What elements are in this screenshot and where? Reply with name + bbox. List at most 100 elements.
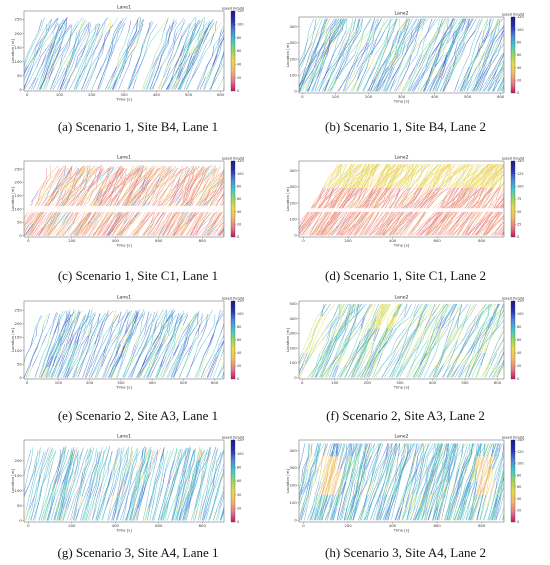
trajectory-segment: [364, 211, 374, 224]
trajectory-segment: [436, 18, 447, 31]
y-tick-label: 400: [290, 24, 298, 29]
trajectory-segment: [145, 179, 155, 192]
trajectory-segment: [71, 179, 77, 192]
trajectory-segment: [95, 190, 103, 203]
trajectory-segment: [322, 211, 337, 224]
trajectory-segment: [81, 224, 89, 236]
trajectory-segment: [315, 42, 318, 56]
trajectory-segment: [112, 224, 121, 236]
trajectory-segment: [413, 223, 424, 236]
trajectory-segment: [108, 212, 119, 225]
trajectory-segment: [174, 56, 181, 68]
trajectory-segment: [27, 224, 35, 236]
trajectory-segment: [197, 20, 203, 33]
trajectory-segment: [95, 213, 106, 225]
trajectory-segment: [93, 224, 104, 236]
trajectory-segment: [333, 187, 342, 200]
trajectory-segment: [124, 166, 138, 179]
trajectory-segment: [443, 187, 451, 200]
trajectory-segment: [446, 164, 451, 177]
trajectory-segment: [179, 29, 187, 42]
trajectory-segment: [464, 18, 473, 31]
trajectory-segment: [161, 55, 169, 68]
trajectory-segment: [399, 175, 410, 189]
trajectory-segment: [72, 213, 83, 225]
trajectory-segment: [28, 77, 36, 90]
trajectory-segment: [372, 79, 378, 92]
trajectory-segment: [95, 57, 99, 69]
trajectory-segment: [37, 191, 44, 203]
trajectory-segment: [205, 65, 213, 78]
trajectory-segment: [112, 77, 119, 90]
trajectory-segment: [365, 42, 369, 56]
trajectory-segment: [141, 212, 150, 225]
trajectory-segment: [356, 18, 361, 31]
trajectory-segment: [186, 212, 197, 225]
trajectory-segment: [110, 212, 119, 225]
trajectory-segment: [193, 190, 204, 203]
trajectory-segment: [78, 189, 88, 202]
trajectory-segment: [326, 42, 334, 56]
trajectory-segment: [96, 189, 107, 202]
trajectory-segment: [75, 44, 82, 56]
trajectory-segment: [57, 179, 67, 191]
trajectory-segment: [367, 211, 375, 224]
trajectory-segment: [501, 85, 504, 92]
trajectory-segment: [504, 55, 509, 67]
trajectory-segment: [152, 77, 158, 90]
trajectory-segment: [414, 67, 422, 80]
trajectory-segment: [333, 211, 341, 224]
trajectory-segment: [64, 65, 68, 78]
trajectory-segment: [26, 54, 33, 67]
trajectory-segment: [155, 366, 161, 378]
trajectory-segment: [356, 175, 371, 189]
trajectory-segment: [167, 30, 171, 43]
trajectory-segment: [384, 54, 390, 68]
trajectory-segment: [330, 30, 339, 44]
trajectory-segment: [335, 187, 343, 200]
trajectory-segment: [213, 34, 223, 46]
trajectory-segment: [221, 25, 224, 31]
trajectory-segment: [484, 164, 494, 177]
trajectory-segment: [146, 164, 154, 177]
trajectory-segment: [66, 189, 73, 202]
trajectory-segment: [439, 223, 450, 236]
trajectory-segment: [209, 65, 215, 78]
trajectory-segment: [208, 356, 215, 368]
trajectory-segment: [410, 42, 421, 56]
trajectory-segment: [472, 30, 479, 43]
trajectory-segment: [486, 79, 494, 92]
trajectory-segment: [128, 213, 137, 225]
trajectory-segment: [86, 45, 92, 57]
trajectory-segment: [94, 224, 101, 236]
trajectory-segment: [64, 56, 72, 69]
colorbar-label: speed [km/h]: [222, 157, 245, 161]
trajectory-segment: [139, 44, 143, 56]
trajectory-segment: [318, 79, 326, 92]
x-tick-label: 0: [26, 92, 29, 97]
trajectory-segment: [123, 66, 129, 78]
trajectory-segment: [390, 54, 398, 68]
trajectory-segment: [222, 51, 224, 58]
trajectory-segment: [161, 41, 168, 55]
trajectory-segment: [356, 164, 372, 177]
trajectory-segment: [136, 55, 141, 67]
trajectory-segment: [479, 79, 485, 92]
trajectory-segment: [25, 213, 34, 225]
trajectory-segment: [194, 176, 205, 189]
trajectory-segment: [221, 38, 224, 42]
trajectory-segment: [376, 79, 381, 92]
trajectory-segment: [106, 56, 112, 68]
trajectory-segment: [501, 197, 504, 200]
trajectory-segment: [109, 190, 120, 202]
trajectory-segment: [407, 175, 413, 189]
trajectory-segment: [82, 188, 90, 201]
trajectory-segment: [531, 19, 535, 31]
trajectory-segment: [492, 164, 502, 177]
trajectory-segment: [354, 42, 359, 56]
trajectory-segment: [402, 79, 410, 92]
trajectory-segment: [242, 180, 248, 191]
trajectory-segment: [305, 42, 313, 56]
trajectory-segment: [333, 54, 341, 68]
trajectory-segment: [484, 175, 496, 189]
